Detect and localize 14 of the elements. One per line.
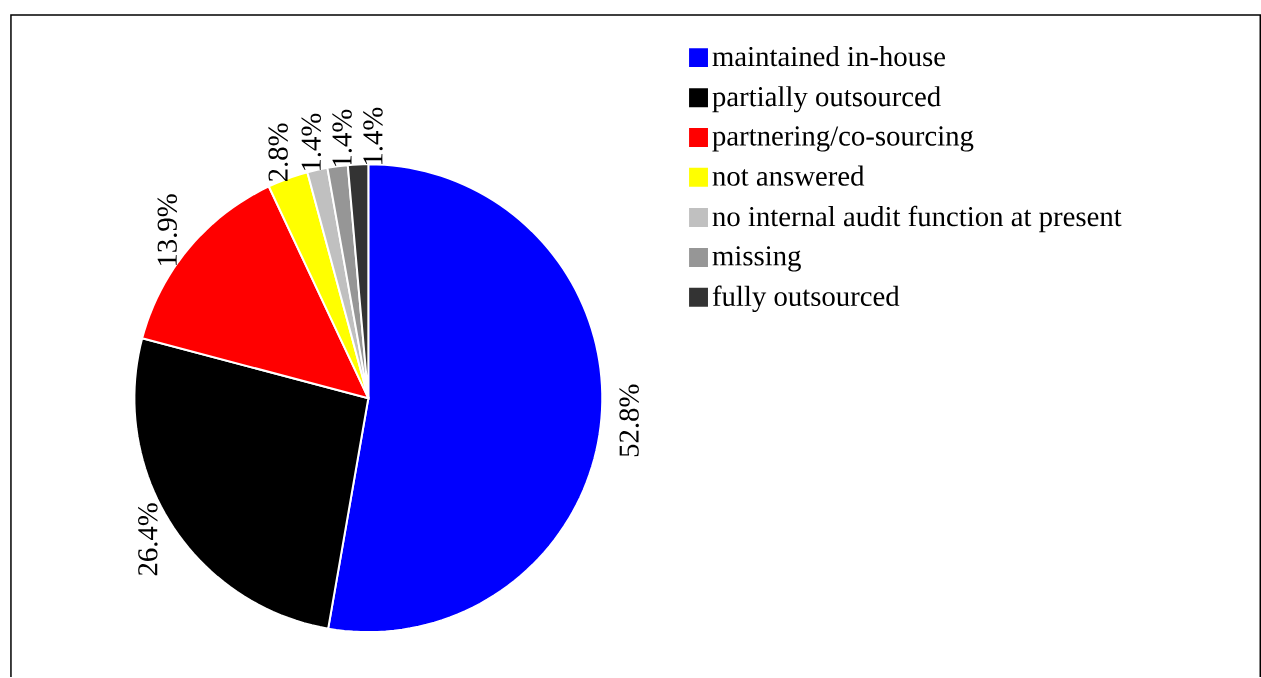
data-label: 26.4% [138,503,158,576]
data-label: 1.4% [332,109,352,167]
legend-label: not answered [712,165,865,187]
data-label: 13.9% [157,194,178,266]
legend-label: partnering/co-sourcing [712,126,974,152]
data-label: 52.8% [619,384,639,457]
legend-label: partially outsourced [712,86,941,113]
legend-label: maintained in-house [712,46,946,67]
legend-label: no internal audit function at present [712,205,1122,233]
legend-label: missing [712,246,801,272]
data-label: 1.4% [301,113,322,171]
data-label: 1.4% [363,107,383,165]
data-label: 2.8% [268,123,288,182]
legend-label: fully outsourced [712,285,900,313]
